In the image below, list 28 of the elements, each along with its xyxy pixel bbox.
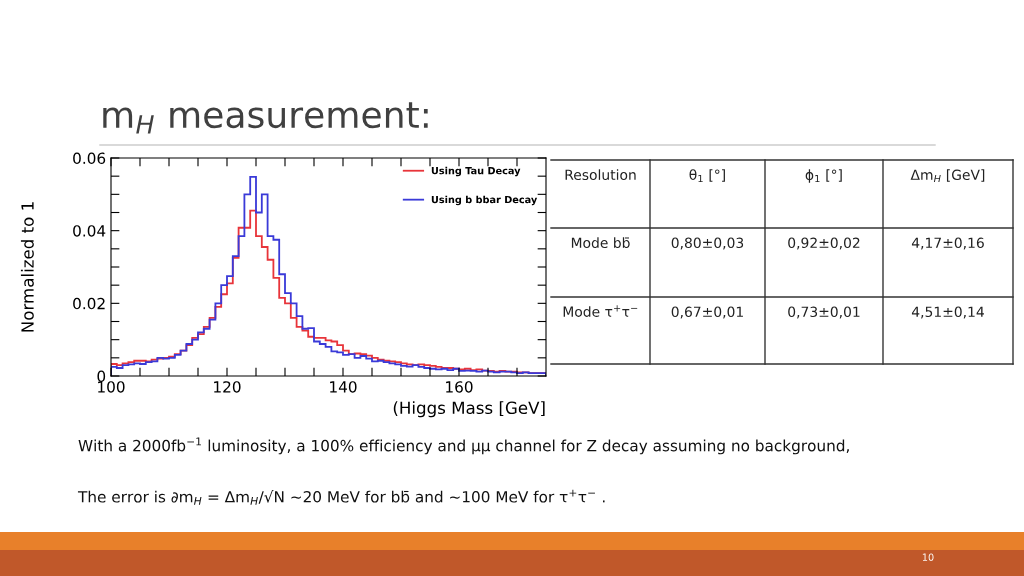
y-tick-label: 0.02 (73, 297, 105, 310)
text: θ$_{1}$ [°] (689, 169, 725, 183)
text: ϕ$_{1}$ [°] (805, 169, 842, 183)
x-tick-label: 160 (446, 381, 473, 393)
text: 10 (922, 553, 934, 561)
text: With a 2000fb$^{−1}$ luminosity, a 100% efficiency and μμ channel for Z decay assuming no background, (78, 437, 849, 455)
y-tick-label: 0.06 (73, 152, 106, 165)
y-axis-title: Normalized to 1 (20, 202, 34, 332)
text: 0,67±0,01 (671, 306, 743, 319)
text: 0,73±0,01 (788, 306, 860, 319)
text: Resolution (565, 169, 636, 181)
text: 0,80±0,03 (671, 237, 744, 250)
y-tick-label: 0.04 (73, 225, 106, 237)
text: Mode τ$^{+}$τ$^{−}$ (563, 305, 638, 317)
text: 4,17±0,16 (911, 237, 984, 250)
x-tick-label: 100 (98, 381, 125, 393)
text: Mode bb̄ (571, 237, 630, 249)
x-axis-title: (Higgs Mass [GeV] (393, 401, 545, 418)
text: 4,51±0,14 (911, 306, 984, 319)
legend-label: Using b bbar Decay (431, 195, 538, 206)
text: The error is ∂m$_{H}$ = Δm$_{H}$/√N ~20 MeV for bb̄ and ~100 MeV for τ$^{+}$τ$^{−}$ . (77, 489, 605, 505)
x-tick-label: 140 (330, 381, 357, 393)
x-tick-label: 120 (214, 381, 241, 393)
y-tick-label: 0 (97, 370, 106, 383)
text: 0,92±0,02 (788, 237, 860, 250)
legend-label: Using Tau Decay (431, 166, 521, 177)
text: Δm$_{H}$ [GeV] (910, 169, 985, 183)
chart-title: m$_{H}$ measurement: (103, 102, 428, 134)
